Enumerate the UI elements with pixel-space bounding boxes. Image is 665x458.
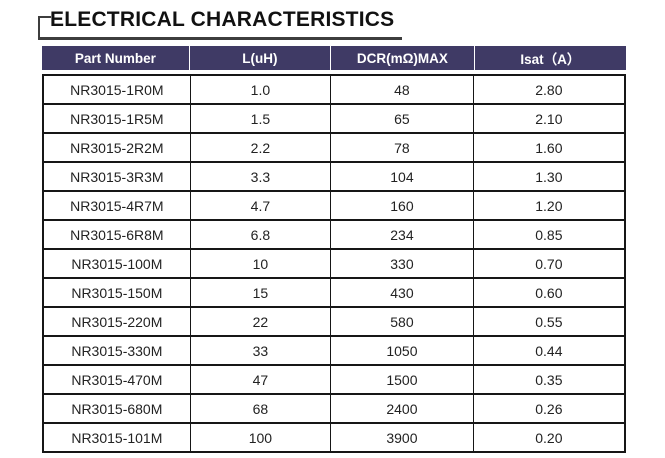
cell-dcr-max: 330 — [331, 250, 474, 277]
column-header-part-number: Part Number — [42, 46, 190, 70]
cell-isat: 2.10 — [535, 110, 563, 127]
cell-dcr-max: 104 — [331, 163, 474, 190]
cell-dcr-max: 78 — [331, 134, 474, 161]
column-header-isat: Isat（A） — [520, 52, 581, 67]
cell-dcr-max: 1500 — [331, 366, 474, 393]
cell-dcr-max: 430 — [331, 279, 474, 306]
cell-inductance: 68 — [191, 395, 332, 422]
table-row: NR3015-100M 10 330 0.70 — [44, 250, 624, 279]
cell-isat: 0.35 — [535, 371, 563, 388]
cell-isat: 0.20 — [535, 429, 563, 446]
cell-part-number: NR3015-220M — [44, 308, 191, 335]
cell-inductance: 1.5 — [191, 105, 332, 132]
table-row: NR3015-680M 68 2400 0.26 — [44, 395, 624, 424]
cell-dcr-max: 3900 — [331, 424, 474, 451]
cell-inductance: 1.0 — [191, 76, 332, 103]
cell-part-number: NR3015-1R0M — [44, 76, 191, 103]
cell-part-number: NR3015-150M — [44, 279, 191, 306]
cell-part-number: NR3015-3R3M — [44, 163, 191, 190]
table-row: NR3015-1R0M 1.0 48 2.80 — [44, 76, 624, 105]
cell-dcr-max: 234 — [331, 221, 474, 248]
electrical-characteristics-table: Part Number L(uH) DCR(mΩ)MAX Isat（A） NR3… — [42, 46, 626, 453]
cell-part-number: NR3015-101M — [44, 424, 191, 451]
cell-dcr-max: 2400 — [331, 395, 474, 422]
table-row: NR3015-150M 15 430 0.60 — [44, 279, 624, 308]
cell-isat: 1.60 — [535, 139, 563, 156]
column-header-dcr-max: DCR(mΩ)MAX — [331, 46, 475, 70]
cell-isat: 2.80 — [535, 81, 563, 98]
cell-part-number: NR3015-330M — [44, 337, 191, 364]
cell-inductance: 47 — [191, 366, 332, 393]
table-row: NR3015-1R5M 1.5 65 2.10 — [44, 105, 624, 134]
section-title: ELECTRICAL CHARACTERISTICS — [50, 8, 395, 31]
cell-dcr-max: 1050 — [331, 337, 474, 364]
cell-inductance: 2.2 — [191, 134, 332, 161]
cell-inductance: 4.7 — [191, 192, 332, 219]
cell-isat: 0.44 — [535, 342, 563, 359]
cell-isat: 1.20 — [535, 197, 563, 214]
cell-isat: 0.26 — [535, 400, 563, 417]
cell-dcr-max: 48 — [331, 76, 474, 103]
cell-inductance: 10 — [191, 250, 332, 277]
cell-isat: 0.70 — [535, 255, 563, 272]
cell-dcr-max: 65 — [331, 105, 474, 132]
cell-part-number: NR3015-100M — [44, 250, 191, 277]
cell-dcr-max: 160 — [331, 192, 474, 219]
cell-part-number: NR3015-2R2M — [44, 134, 191, 161]
cell-inductance: 100 — [191, 424, 332, 451]
title-bracket-decoration — [38, 16, 51, 37]
cell-part-number: NR3015-1R5M — [44, 105, 191, 132]
cell-part-number: NR3015-4R7M — [44, 192, 191, 219]
cell-inductance: 6.8 — [191, 221, 332, 248]
table-header-row: Part Number L(uH) DCR(mΩ)MAX Isat（A） — [42, 46, 626, 70]
cell-isat: 0.55 — [535, 313, 563, 330]
table-body: NR3015-1R0M 1.0 48 2.80 NR3015-1R5M 1.5 … — [42, 74, 626, 453]
table-row: NR3015-101M 100 3900 0.20 — [44, 424, 624, 451]
section-title-block: ELECTRICAL CHARACTERISTICS — [38, 6, 403, 40]
cell-isat: 0.85 — [535, 226, 563, 243]
cell-isat: 1.30 — [535, 168, 563, 185]
table-row: NR3015-220M 22 580 0.55 — [44, 308, 624, 337]
table-row: NR3015-6R8M 6.8 234 0.85 — [44, 221, 624, 250]
table-row: NR3015-330M 33 1050 0.44 — [44, 337, 624, 366]
cell-inductance: 15 — [191, 279, 332, 306]
table-row: NR3015-4R7M 4.7 160 1.20 — [44, 192, 624, 221]
column-header-inductance: L(uH) — [190, 46, 332, 70]
cell-inductance: 3.3 — [191, 163, 332, 190]
cell-inductance: 22 — [191, 308, 332, 335]
cell-isat: 0.60 — [535, 284, 563, 301]
table-row: NR3015-2R2M 2.2 78 1.60 — [44, 134, 624, 163]
cell-dcr-max: 580 — [331, 308, 474, 335]
table-row: NR3015-470M 47 1500 0.35 — [44, 366, 624, 395]
cell-part-number: NR3015-470M — [44, 366, 191, 393]
cell-part-number: NR3015-6R8M — [44, 221, 191, 248]
cell-inductance: 33 — [191, 337, 332, 364]
cell-part-number: NR3015-680M — [44, 395, 191, 422]
table-row: NR3015-3R3M 3.3 104 1.30 — [44, 163, 624, 192]
